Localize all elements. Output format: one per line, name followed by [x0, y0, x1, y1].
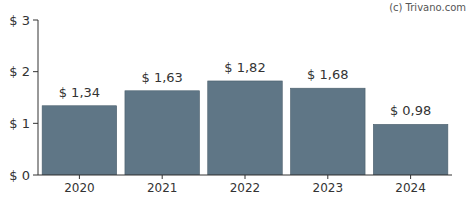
x-tick-label: 2023: [313, 181, 344, 195]
y-tick: [33, 20, 38, 21]
y-axis: [38, 20, 39, 175]
x-tick: [79, 175, 80, 179]
data-label: $ 0,98: [390, 103, 431, 118]
x-tick-label: 2020: [64, 181, 95, 195]
bars: [42, 81, 448, 175]
x-tick: [162, 175, 163, 179]
y-tick: [33, 123, 38, 124]
data-label: $ 1,34: [59, 85, 100, 100]
x-tick: [245, 175, 246, 179]
bar: [373, 124, 448, 175]
x-tick-label: 2024: [395, 181, 426, 195]
bar: [125, 91, 200, 175]
data-label: $ 1,82: [224, 60, 265, 75]
x-tick: [410, 175, 411, 179]
bar: [208, 81, 283, 175]
annotation: (c) Trivano.com: [389, 2, 466, 13]
x-tick: [327, 175, 328, 179]
x-tick-label: 2022: [230, 181, 261, 195]
bar: [42, 106, 117, 175]
y-tick: [33, 71, 38, 72]
x-tick-label: 2021: [147, 181, 178, 195]
y-tick-label: $ 3: [9, 13, 30, 28]
y-tick: [33, 175, 38, 176]
y-tick-label: $ 2: [9, 64, 30, 79]
data-label: $ 1,68: [307, 67, 348, 82]
data-label: $ 1,63: [142, 70, 183, 85]
chart: $ 1,34 $ 1,63 $ 1,82 $ 1,68 $ 0,98 $ 0 $ 1 $ 2 $…: [0, 0, 470, 200]
y-tick-label: $ 0: [9, 168, 30, 183]
y-tick-label: $ 1: [9, 116, 30, 131]
bar: [291, 88, 366, 175]
